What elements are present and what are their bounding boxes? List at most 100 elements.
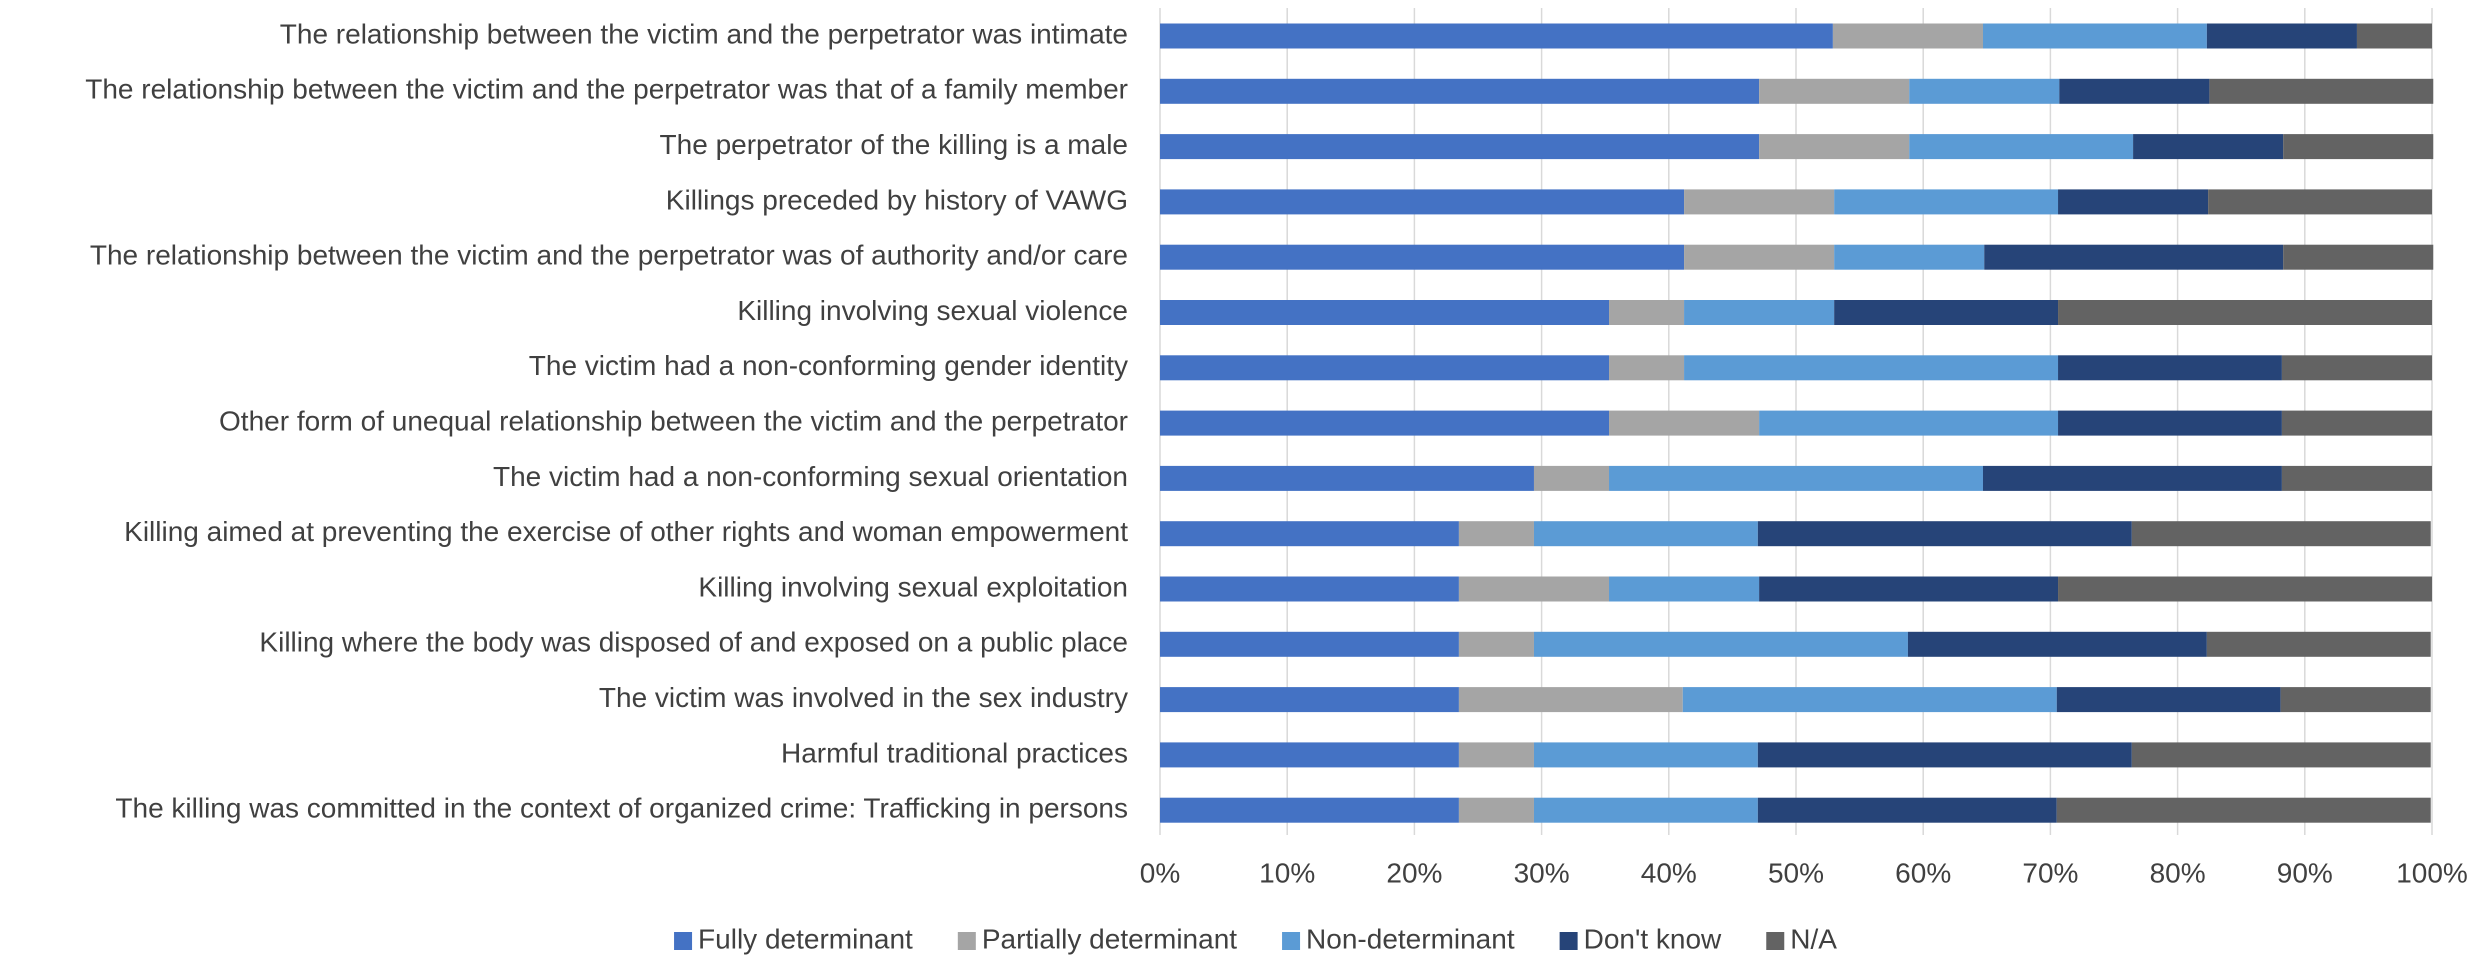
bar-segment — [1757, 797, 2057, 823]
bar-segment — [2208, 189, 2432, 215]
bar-segment — [1458, 521, 1534, 547]
legend-label: Fully determinant — [698, 923, 913, 954]
bar-segment — [2280, 687, 2431, 713]
bar-segment — [2209, 78, 2434, 104]
bar-segment — [2058, 576, 2432, 602]
bar-segment — [1160, 521, 1459, 547]
bar-segment — [1982, 465, 2282, 491]
bar-segment — [2206, 23, 2357, 49]
bar-segment — [1458, 742, 1534, 768]
bar-segment — [2056, 797, 2431, 823]
bar-segment — [1684, 300, 1835, 325]
category-label: The victim had a non-conforming gender i… — [529, 350, 1128, 381]
bar-segment — [1160, 244, 1685, 270]
category-label: Killing involving sexual violence — [737, 295, 1128, 326]
bar-segment — [2283, 244, 2434, 270]
bar-segment — [2281, 465, 2432, 491]
bar-segment — [1684, 189, 1835, 215]
x-tick-label: 20% — [1386, 857, 1442, 888]
bar-segment — [2133, 134, 2284, 160]
category-label: Killing involving sexual exploitation — [698, 571, 1128, 602]
bar-segment — [1160, 134, 1760, 160]
bar-segment — [1609, 355, 1685, 381]
bar-segment — [1533, 521, 1758, 547]
category-label: The victim was involved in the sex indus… — [599, 682, 1128, 713]
legend: Fully determinant Partially determinant No… — [674, 923, 1837, 954]
bar-segment — [2058, 355, 2282, 381]
bar-segment — [1757, 521, 2132, 547]
bar-segment — [1832, 23, 1983, 49]
bar-segment — [1684, 244, 1835, 270]
legend-swatch — [957, 932, 976, 950]
bar-segment — [1909, 134, 2134, 160]
legend-label: N/A — [1790, 923, 1837, 954]
bar-segment — [1682, 687, 2057, 713]
bar-segment — [1160, 355, 1610, 381]
category-label: The relationship between the victim and … — [85, 74, 1128, 105]
bar-segment — [2059, 78, 2210, 104]
bar-segment — [2356, 23, 2432, 49]
bar-segment — [1458, 631, 1534, 657]
bar-segment — [1533, 465, 1610, 491]
legend-swatch — [674, 932, 693, 950]
category-label: The victim had a non-conforming sexual o… — [493, 461, 1128, 492]
bar-segment — [2206, 631, 2431, 657]
bar-segment — [1684, 355, 2059, 381]
bar-segment — [1759, 576, 2059, 602]
x-tick-label: 50% — [1768, 857, 1824, 888]
legend-label: Partially determinant — [982, 923, 1237, 954]
bar-segment — [1834, 300, 2059, 325]
bar-segment — [2281, 410, 2432, 436]
bar-segment — [1907, 631, 2207, 657]
legend-swatch — [1559, 932, 1578, 950]
legend-label: Don't know — [1584, 923, 1722, 954]
category-label: The relationship between the victim and … — [280, 18, 1128, 49]
bar-segment — [1160, 631, 1459, 657]
category-label: The killing was committed in the context… — [115, 793, 1128, 824]
x-tick-label: 0% — [1140, 857, 1180, 888]
bar-segment — [1458, 687, 1683, 713]
bar-segment — [1834, 189, 2059, 215]
bar-segment — [1458, 576, 1610, 602]
bar-segment — [1757, 742, 2132, 768]
bar-segment — [1609, 465, 1983, 491]
bar-segment — [1759, 78, 1910, 104]
x-tick-label: 60% — [1895, 857, 1951, 888]
category-label: Killing aimed at preventing the exercise… — [124, 516, 1128, 547]
bar-segment — [1160, 797, 1459, 823]
bar-segment — [1160, 78, 1760, 104]
bar-segment — [1834, 244, 1985, 270]
bar-segment — [1982, 23, 2207, 49]
bar-segment — [2058, 189, 2209, 215]
category-label: Killing where the body was disposed of a… — [259, 627, 1128, 658]
bar-segment — [2058, 300, 2432, 325]
bar-segment — [2131, 521, 2431, 547]
bar-segment — [2281, 355, 2432, 381]
legend-swatch — [1282, 932, 1301, 950]
bar-segment — [1160, 300, 1610, 325]
bar-segment — [1458, 797, 1534, 823]
bar-segment — [2131, 742, 2431, 768]
bar-segment — [2283, 134, 2434, 160]
x-tick-label: 70% — [2022, 857, 2078, 888]
legend-label: Non-determinant — [1306, 923, 1515, 954]
bar-segment — [1160, 742, 1459, 768]
bar-segment — [1160, 576, 1459, 602]
bar-segment — [1533, 797, 1758, 823]
bar-segment — [1160, 189, 1685, 215]
bar-segment — [1160, 465, 1534, 491]
x-tick-label: 10% — [1259, 857, 1315, 888]
bar-segment — [2058, 410, 2282, 436]
bar-segment — [1759, 410, 2059, 436]
x-tick-label: 90% — [2277, 857, 2333, 888]
bar-segment — [1984, 244, 2284, 270]
x-tick-label: 30% — [1514, 857, 1570, 888]
category-label: Harmful traditional practices — [781, 737, 1128, 768]
bar-segment — [1759, 134, 1910, 160]
bar-segment — [1533, 631, 1908, 657]
category-label: Other form of unequal relationship betwe… — [219, 405, 1128, 436]
bar-segment — [1609, 300, 1685, 325]
bar-segment — [1533, 742, 1758, 768]
x-tick-label: 40% — [1641, 857, 1697, 888]
